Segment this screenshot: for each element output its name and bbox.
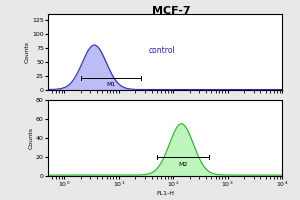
Text: M2: M2 [178, 162, 188, 167]
Y-axis label: Counts: Counts [28, 127, 33, 149]
Text: MCF-7: MCF-7 [152, 6, 190, 16]
Text: M1: M1 [106, 82, 115, 87]
Text: control: control [149, 46, 176, 55]
X-axis label: FL1-H: FL1-H [156, 191, 174, 196]
Y-axis label: Counts: Counts [24, 41, 29, 63]
